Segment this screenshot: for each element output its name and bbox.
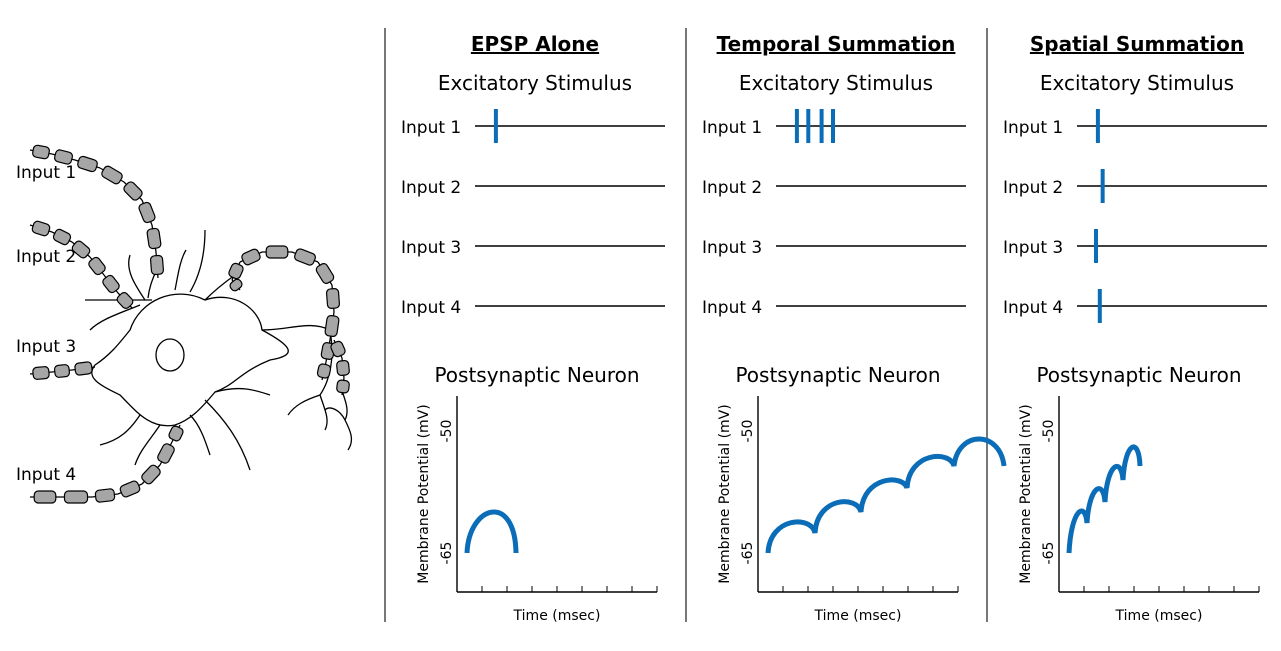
- axon-input-2: [29, 220, 134, 309]
- myelin-segment: [315, 262, 335, 285]
- myelin-segment: [123, 181, 143, 201]
- neuron-input-label: Input 1: [16, 163, 76, 183]
- myelin-segment: [33, 490, 57, 504]
- myelin-segment: [336, 379, 350, 394]
- axon-input-3: [29, 361, 96, 380]
- epsp-trace: [765, 436, 1007, 554]
- myelin-segment: [316, 363, 332, 379]
- stimulus-input-label: Input 2: [1003, 178, 1063, 198]
- myelin-segment: [241, 248, 261, 266]
- y-axis-label: Membrane Potential (mV): [717, 404, 733, 583]
- neuron-illustration: [85, 229, 353, 471]
- epsp-trace: [1066, 444, 1143, 554]
- myelin-segment: [63, 490, 89, 504]
- myelin-segment: [157, 443, 175, 464]
- panel-title: Spatial Summation: [1030, 32, 1244, 56]
- neuron-input-label: Input 4: [16, 465, 76, 485]
- soma: [91, 293, 289, 427]
- myelin-segment: [52, 228, 72, 246]
- panel-1: EPSP Alone Excitatory Stimulus Input 1 Inpu…: [401, 32, 665, 624]
- axons: [29, 144, 350, 504]
- axon-output-a: [228, 245, 341, 381]
- stimulus-heading: Excitatory Stimulus: [438, 71, 632, 95]
- myelin-segment: [53, 364, 71, 378]
- stimulus-input-label: Input 3: [401, 238, 461, 258]
- myelin-segment: [74, 361, 93, 376]
- myelin-segment: [265, 245, 289, 259]
- stimulus-input-label: Input 4: [401, 298, 461, 318]
- stimulus-input-label: Input 2: [702, 178, 762, 198]
- myelin-segment: [325, 288, 341, 309]
- axon-input-4: [30, 424, 184, 504]
- myelin-segment: [168, 425, 184, 442]
- myelin-segment: [119, 480, 141, 498]
- panel-title: EPSP Alone: [471, 32, 599, 56]
- y-tick-label: -65: [1041, 542, 1057, 565]
- myelin-segment: [32, 366, 50, 380]
- x-axis-label: Time (msec): [513, 608, 601, 624]
- stimulus-input-label: Input 3: [1003, 238, 1063, 258]
- panel-2: Temporal Summation Excitatory Stimulus Inp…: [702, 32, 1007, 624]
- stimulus-input-label: Input 2: [401, 178, 461, 198]
- neuron-input-label: Input 2: [16, 247, 76, 267]
- myelin-segment: [31, 220, 51, 237]
- neuron-heading: Postsynaptic Neuron: [434, 363, 639, 387]
- stimulus-heading: Excitatory Stimulus: [1040, 71, 1234, 95]
- panel-3: Spatial Summation Excitatory Stimulus Inpu…: [1003, 32, 1267, 624]
- stimulus-input-label: Input 4: [1003, 298, 1063, 318]
- x-axis-label: Time (msec): [1115, 608, 1203, 624]
- stimulus-input-label: Input 3: [702, 238, 762, 258]
- stimulus-input-label: Input 4: [702, 298, 762, 318]
- neuron-input-label: Input 3: [16, 337, 76, 357]
- neuron-heading: Postsynaptic Neuron: [735, 363, 940, 387]
- y-tick-label: -50: [439, 420, 455, 443]
- myelin-segment: [149, 254, 165, 276]
- y-tick-label: -65: [740, 542, 756, 565]
- nucleus: [155, 338, 185, 372]
- myelin-segment: [229, 278, 243, 292]
- axon-output-b: [330, 339, 350, 396]
- myelin-segment: [228, 262, 244, 280]
- myelin-segment: [102, 274, 120, 294]
- myelin-segment: [324, 314, 340, 338]
- stimulus-input-label: Input 1: [401, 118, 461, 138]
- panel-title: Temporal Summation: [717, 32, 956, 56]
- myelin-segment: [336, 359, 350, 377]
- myelin-segment: [88, 256, 106, 276]
- myelin-segment: [141, 464, 161, 485]
- myelin-segment: [294, 248, 316, 266]
- stimulus-input-label: Input 1: [1003, 118, 1063, 138]
- x-axis-label: Time (msec): [814, 608, 902, 624]
- neuron-heading: Postsynaptic Neuron: [1036, 363, 1241, 387]
- panels: EPSP Alone Excitatory Stimulus Input 1 Inpu…: [384, 28, 1267, 624]
- y-axis-label: Membrane Potential (mV): [416, 404, 432, 583]
- y-axis-label: Membrane Potential (mV): [1018, 404, 1034, 583]
- myelin-segment: [146, 227, 162, 250]
- myelin-segment: [330, 340, 346, 358]
- myelin-segment: [77, 155, 98, 173]
- neuron-input-labels: Input 1 Input 2 Input 3 Input 4: [16, 163, 76, 485]
- y-tick-label: -65: [439, 542, 455, 565]
- y-tick-label: -50: [740, 420, 756, 443]
- myelin-segment: [32, 144, 50, 160]
- myelin-segment: [101, 165, 123, 185]
- myelin-segment: [138, 201, 156, 224]
- axon-input-1: [29, 144, 165, 279]
- myelin-segment: [116, 292, 134, 309]
- y-tick-label: -50: [1041, 420, 1057, 443]
- myelin-segment: [71, 240, 91, 259]
- myelin-segment: [53, 149, 74, 165]
- stimulus-input-label: Input 1: [702, 118, 762, 138]
- myelin-segment: [94, 488, 116, 503]
- epsp-trace: [464, 509, 519, 554]
- stimulus-heading: Excitatory Stimulus: [739, 71, 933, 95]
